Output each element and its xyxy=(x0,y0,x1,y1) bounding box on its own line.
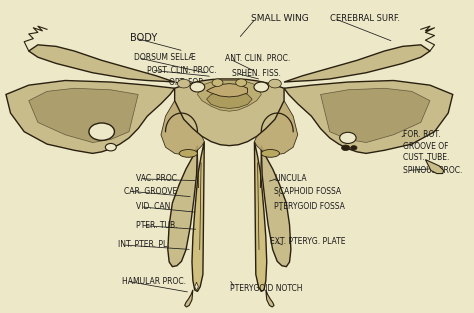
Text: FOR. ROT.: FOR. ROT. xyxy=(402,130,440,139)
Text: VAC. PROC.: VAC. PROC. xyxy=(136,174,179,183)
Text: LINCULA: LINCULA xyxy=(274,174,307,183)
Text: POST. CLIN. PROC.: POST. CLIN. PROC. xyxy=(147,66,217,75)
Text: SCAPHOID FOSSA: SCAPHOID FOSSA xyxy=(274,187,341,196)
Text: PTERYGOID NOTCH: PTERYGOID NOTCH xyxy=(230,284,303,293)
Polygon shape xyxy=(207,84,247,97)
Polygon shape xyxy=(29,45,174,82)
Polygon shape xyxy=(266,290,274,307)
Polygon shape xyxy=(195,282,198,290)
Polygon shape xyxy=(198,80,261,111)
Text: PTER. TUB.: PTER. TUB. xyxy=(136,221,177,230)
Text: SPINOUS PROC.: SPINOUS PROC. xyxy=(402,166,462,175)
Circle shape xyxy=(236,79,246,86)
Text: CEREBRAL SURF.: CEREBRAL SURF. xyxy=(329,14,400,23)
Text: PTERYGOID FOSSA: PTERYGOID FOSSA xyxy=(274,202,345,211)
Circle shape xyxy=(212,79,223,86)
Polygon shape xyxy=(261,146,291,267)
Polygon shape xyxy=(29,88,138,142)
Circle shape xyxy=(340,132,356,143)
Polygon shape xyxy=(320,88,430,142)
Polygon shape xyxy=(425,160,444,174)
Text: GROOVE OF: GROOVE OF xyxy=(402,142,448,151)
Circle shape xyxy=(341,145,350,151)
Text: EXT. PTERYG. PLATE: EXT. PTERYG. PLATE xyxy=(270,237,346,246)
Polygon shape xyxy=(192,141,204,291)
Text: CAR. GROOVE: CAR. GROOVE xyxy=(125,187,178,196)
Ellipse shape xyxy=(179,150,198,157)
Text: CUST. TUBE.: CUST. TUBE. xyxy=(402,153,449,162)
Polygon shape xyxy=(255,141,267,291)
Text: SMALL WING: SMALL WING xyxy=(251,14,309,23)
Circle shape xyxy=(105,143,116,151)
Text: SPHEN. FISS.: SPHEN. FISS. xyxy=(232,69,281,78)
Circle shape xyxy=(190,82,205,92)
Polygon shape xyxy=(255,101,298,155)
Ellipse shape xyxy=(261,150,280,157)
Text: DORSUM SELLÆ: DORSUM SELLÆ xyxy=(134,53,195,62)
Text: BODY: BODY xyxy=(130,33,157,43)
Polygon shape xyxy=(174,79,284,146)
Circle shape xyxy=(254,82,269,92)
Polygon shape xyxy=(284,80,453,153)
Polygon shape xyxy=(207,91,252,108)
Polygon shape xyxy=(284,45,430,82)
Circle shape xyxy=(351,146,357,150)
Text: VID. CAN.: VID. CAN. xyxy=(136,202,173,211)
Circle shape xyxy=(89,123,114,140)
Polygon shape xyxy=(185,290,193,307)
Text: ANT. CLIN. PROC.: ANT. CLIN. PROC. xyxy=(225,54,290,63)
Polygon shape xyxy=(168,146,198,267)
Circle shape xyxy=(177,79,190,88)
Polygon shape xyxy=(161,101,204,155)
Text: INT. PTER. PL.: INT. PTER. PL. xyxy=(118,240,169,249)
Polygon shape xyxy=(6,80,174,153)
Text: HAMULAR PROC.: HAMULAR PROC. xyxy=(122,277,186,286)
Text: OPT. FOR.: OPT. FOR. xyxy=(169,78,206,87)
Circle shape xyxy=(269,79,282,88)
